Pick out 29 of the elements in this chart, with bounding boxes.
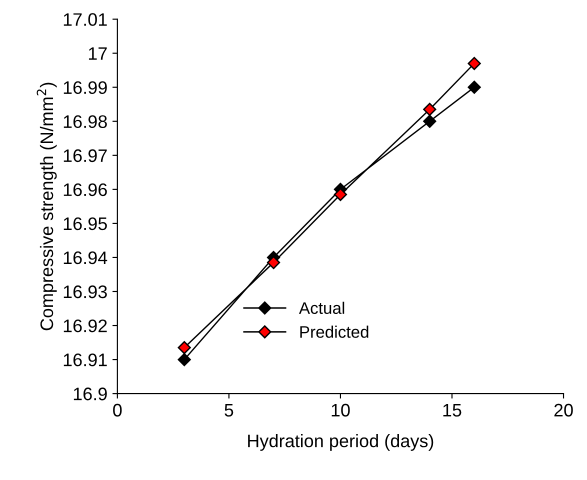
y-tick-label: 17 <box>88 47 107 60</box>
x-tick-label: 15 <box>443 404 462 417</box>
point <box>178 341 191 354</box>
y-tick-label: 17.01 <box>64 13 107 26</box>
point <box>423 102 436 116</box>
y-tick-label: 16.9 <box>74 388 107 400</box>
y-tick-label: 16.93 <box>64 285 107 298</box>
y-tick-label: 16.97 <box>64 149 107 162</box>
y-tick-label: 16.91 <box>64 354 107 366</box>
y-tick-label: 16.98 <box>64 115 107 128</box>
point <box>468 80 481 94</box>
y-tick-label: 16.95 <box>64 217 107 230</box>
x-tick-label: 10 <box>332 404 350 417</box>
y-tick-label: 16.99 <box>64 81 107 94</box>
y-axis-title: Compressive strength (N/mm$^{2}$) <box>36 82 57 330</box>
point <box>468 56 481 70</box>
legend-label: Actual <box>298 302 344 314</box>
point <box>334 188 348 202</box>
y-tick-label: 16.92 <box>64 319 107 332</box>
y-tick-label: 16.96 <box>64 183 107 196</box>
x-axis-title: Hydration period (days) <box>248 434 434 451</box>
point <box>266 256 280 270</box>
x-tick-label: 5 <box>224 404 234 417</box>
x-tick-label: 0 <box>113 404 122 417</box>
point <box>423 114 436 128</box>
y-tick-label: 16.94 <box>64 251 108 264</box>
legend-label: Predicted <box>300 326 368 338</box>
x-tick-label: 20 <box>554 404 573 417</box>
point <box>178 352 191 366</box>
